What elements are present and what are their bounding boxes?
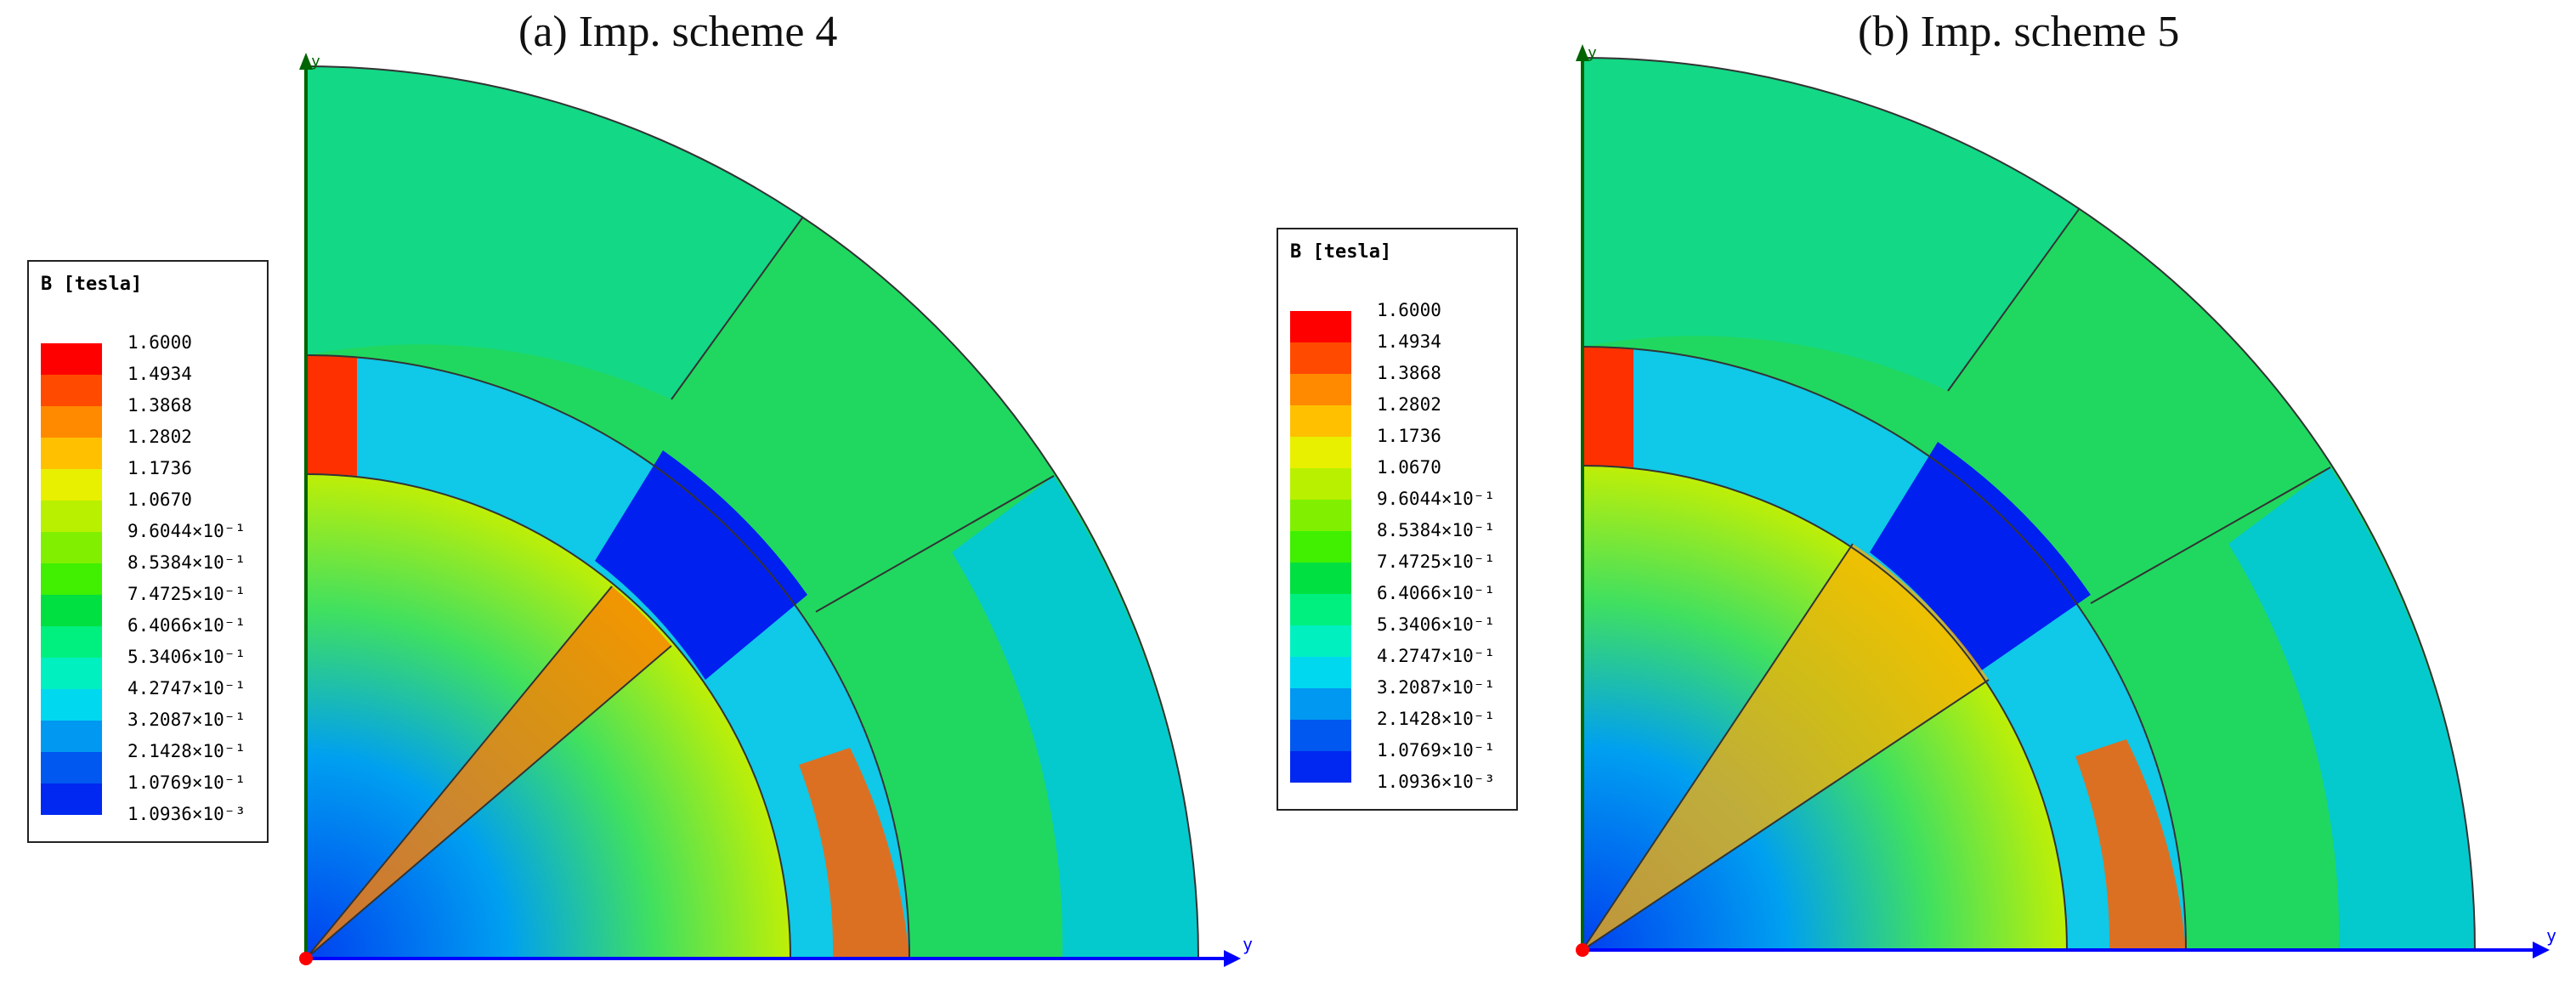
legend-swatch xyxy=(41,532,102,563)
stator-corner-b xyxy=(2228,467,2475,950)
legend-value: 9.6044×10⁻¹ xyxy=(127,521,246,541)
legend-swatch xyxy=(1290,311,1351,342)
legend-swatch xyxy=(1290,437,1351,468)
legend-panel-a: B [tesla] 1.6000 1.4934 1.3868 1.2802 1.… xyxy=(27,260,269,843)
legend-swatch xyxy=(41,626,102,658)
legend-swatch xyxy=(41,469,102,500)
legend-swatch xyxy=(41,721,102,752)
legend-value: 1.3868 xyxy=(127,395,192,416)
legend-swatch xyxy=(1290,594,1351,625)
magnet-edge-red-b xyxy=(1582,346,1633,467)
legend-swatch xyxy=(41,500,102,532)
panel-a-title: (a) Imp. scheme 4 xyxy=(518,8,838,56)
panel-a-axis-top-label: y xyxy=(311,53,320,71)
legend-swatch xyxy=(41,375,102,406)
legend-value: 1.1736 xyxy=(127,458,192,478)
legend-value: 1.4934 xyxy=(127,364,192,384)
magnet-edge-red-a xyxy=(306,354,357,476)
legend-value: 1.4934 xyxy=(1377,331,1441,352)
panel-a-field xyxy=(299,53,1241,967)
legend-value: 1.0936×10⁻³ xyxy=(127,804,246,824)
legend-swatch xyxy=(1290,468,1351,500)
legend-value: 1.1736 xyxy=(1377,426,1441,446)
legend-value: 2.1428×10⁻¹ xyxy=(127,741,246,761)
legend-swatch xyxy=(41,563,102,595)
legend-value: 8.5384×10⁻¹ xyxy=(1377,520,1496,540)
rotor-pole-b xyxy=(1582,544,1989,950)
magnet-blue-a xyxy=(595,450,807,680)
legend-swatch xyxy=(1290,751,1351,783)
legend-swatch xyxy=(1290,688,1351,720)
legend-value: 3.2087×10⁻¹ xyxy=(1377,677,1496,698)
legend-value: 4.2747×10⁻¹ xyxy=(127,678,246,698)
legend-panel-b: B [tesla] 1.6000 1.4934 1.3868 1.2802 1.… xyxy=(1277,228,1518,811)
stator-yoke-b-shade xyxy=(1582,57,2080,391)
rotor-pole-a xyxy=(306,586,671,959)
ring-bottom-b xyxy=(2075,739,2186,950)
stator-yoke-a-shade xyxy=(306,65,803,399)
magnet-blue-b xyxy=(1870,442,2091,671)
legend-swatch xyxy=(41,406,102,438)
legend-swatch xyxy=(41,658,102,689)
legend-value: 6.4066×10⁻¹ xyxy=(1377,583,1496,603)
legend-value: 1.3868 xyxy=(1377,363,1441,383)
legend-swatch xyxy=(41,595,102,626)
legend-value: 1.6000 xyxy=(1377,300,1441,320)
legend-value: 9.6044×10⁻¹ xyxy=(1377,489,1496,509)
legend-value: 7.4725×10⁻¹ xyxy=(1377,551,1496,572)
legend-value: 5.3406×10⁻¹ xyxy=(1377,614,1496,635)
legend-swatch xyxy=(1290,625,1351,657)
legend-swatch xyxy=(1290,563,1351,594)
legend-value: 1.0936×10⁻³ xyxy=(1377,772,1496,792)
legend-value: 1.0670 xyxy=(127,489,192,510)
legend-value: 1.6000 xyxy=(127,332,192,353)
legend-value: 1.0670 xyxy=(1377,457,1441,478)
legend-swatch xyxy=(41,752,102,783)
panel-b-axis-top-label: y xyxy=(1588,44,1597,62)
legend-swatch xyxy=(41,343,102,375)
legend-swatch xyxy=(1290,342,1351,374)
legend-value: 8.5384×10⁻¹ xyxy=(127,552,246,573)
legend-swatch xyxy=(1290,720,1351,751)
panel-b-title: (b) Imp. scheme 5 xyxy=(1858,8,2180,56)
legend-swatch xyxy=(1290,374,1351,405)
legend-swatch xyxy=(1290,405,1351,437)
legend-value: 4.2747×10⁻¹ xyxy=(1377,646,1496,666)
legend-swatch xyxy=(1290,657,1351,688)
legend-value: 1.0769×10⁻¹ xyxy=(1377,740,1496,761)
legend-value: 1.2802 xyxy=(127,427,192,447)
legend-swatch xyxy=(41,689,102,721)
legend-title: B [tesla] xyxy=(1290,241,1392,263)
stator-corner-a xyxy=(952,476,1198,959)
legend-swatch xyxy=(41,783,102,815)
panel-b-field xyxy=(1576,44,2550,959)
legend-value: 7.4725×10⁻¹ xyxy=(127,584,246,604)
legend-swatch xyxy=(41,438,102,469)
legend-value: 1.2802 xyxy=(1377,394,1441,415)
legend-value: 3.2087×10⁻¹ xyxy=(127,710,246,730)
legend-title: B [tesla] xyxy=(41,274,143,295)
legend-swatch xyxy=(1290,531,1351,563)
legend-value: 2.1428×10⁻¹ xyxy=(1377,709,1496,729)
legend-swatch xyxy=(1290,500,1351,531)
panel-a-axis-y-label: y xyxy=(1243,934,1253,954)
legend-value: 1.0769×10⁻¹ xyxy=(127,772,246,793)
ring-bottom-a xyxy=(799,748,909,959)
panel-b-axis-y-label: y xyxy=(2546,925,2556,946)
legend-value: 5.3406×10⁻¹ xyxy=(127,647,246,667)
legend-value: 6.4066×10⁻¹ xyxy=(127,615,246,636)
